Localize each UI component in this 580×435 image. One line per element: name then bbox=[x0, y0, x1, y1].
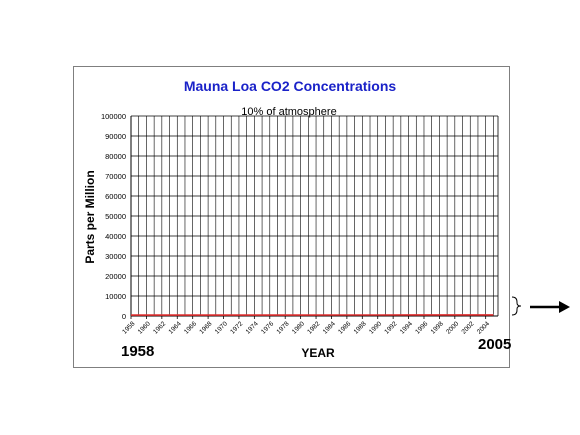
x-tick-label: 1974 bbox=[245, 320, 260, 335]
chart-frame bbox=[73, 66, 510, 368]
y-tick-label: 50000 bbox=[105, 212, 126, 221]
y-tick-label: 30000 bbox=[105, 252, 126, 261]
x-tick-label: 1984 bbox=[322, 320, 337, 335]
x-tick-label: 1976 bbox=[260, 320, 275, 335]
chart-title: Mauna Loa CO2 Concentrations bbox=[184, 78, 397, 94]
x-tick-label: 1978 bbox=[275, 320, 290, 335]
y-tick-label: 100000 bbox=[101, 112, 126, 121]
x-tick-label: 1970 bbox=[214, 320, 229, 335]
brace-icon bbox=[511, 296, 522, 316]
y-tick-label: 10000 bbox=[105, 292, 126, 301]
y-tick-label: 40000 bbox=[105, 232, 126, 241]
x-tick-label: 2000 bbox=[445, 320, 460, 335]
x-axis-label: YEAR bbox=[301, 346, 335, 360]
y-axis-label: Parts per Million bbox=[83, 170, 97, 263]
arrow-right-icon bbox=[559, 301, 570, 313]
x-tick-label: 1966 bbox=[183, 320, 198, 335]
y-tick-label: 70000 bbox=[105, 172, 126, 181]
x-tick-label: 2004 bbox=[476, 320, 491, 335]
x-tick-label: 1968 bbox=[198, 320, 213, 335]
x-tick-label: 1982 bbox=[306, 320, 321, 335]
y-tick-label: 0 bbox=[122, 312, 126, 321]
x-tick-label: 1964 bbox=[167, 320, 182, 335]
x-tick-label: 2002 bbox=[460, 320, 475, 335]
x-tick-label: 1996 bbox=[414, 320, 429, 335]
x-tick-label: 1980 bbox=[291, 320, 306, 335]
x-tick-label: 1988 bbox=[353, 320, 368, 335]
bracket-arrow-annotation bbox=[511, 296, 570, 316]
chart-annotation: 10% of atmosphere bbox=[241, 106, 336, 118]
x-tick-label: 1992 bbox=[383, 320, 398, 335]
plot-area: 0 10000 20000 30000 40000 50000 60000 70000 8000… bbox=[101, 112, 499, 336]
x-tick-label: 1986 bbox=[337, 320, 352, 335]
end-year-label: 2005 bbox=[478, 336, 512, 353]
y-tick-label: 60000 bbox=[105, 192, 126, 201]
y-tick-label: 90000 bbox=[105, 132, 126, 141]
x-tick-label: 1960 bbox=[137, 320, 152, 335]
x-tick-label: 1958 bbox=[121, 320, 136, 335]
x-tick-label: 1990 bbox=[368, 320, 383, 335]
x-tick-label: 1994 bbox=[399, 320, 414, 335]
x-tick-label: 1998 bbox=[430, 320, 445, 335]
x-tick-label: 1972 bbox=[229, 320, 244, 335]
y-tick-label: 80000 bbox=[105, 152, 126, 161]
y-tick-label: 20000 bbox=[105, 272, 126, 281]
start-year-label: 1958 bbox=[121, 343, 155, 360]
x-tick-label: 1962 bbox=[152, 320, 167, 335]
